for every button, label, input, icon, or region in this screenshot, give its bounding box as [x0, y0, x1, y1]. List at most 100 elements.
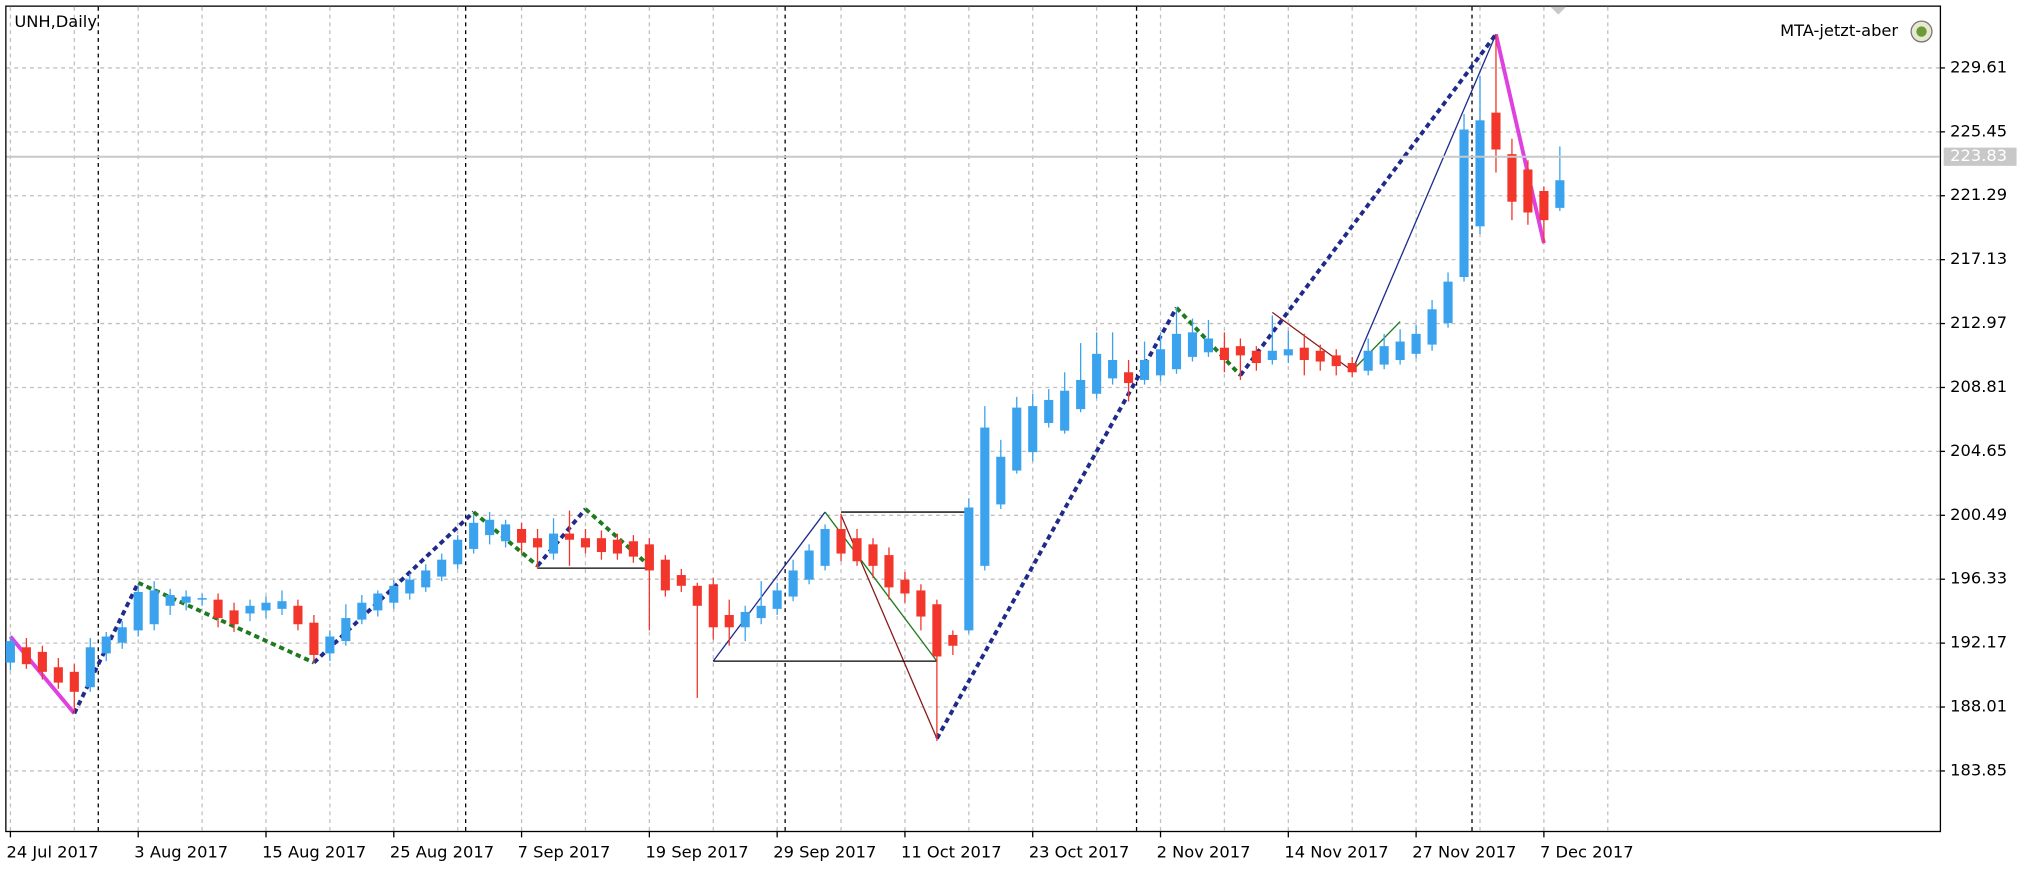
candle-body — [293, 605, 303, 625]
candle-body — [133, 591, 143, 631]
bid-label: 223.83 — [1950, 146, 2007, 165]
candle-body — [692, 585, 702, 606]
candle-body — [1044, 399, 1054, 423]
candle-body — [117, 627, 127, 643]
x-tick-label: 3 Aug 2017 — [134, 842, 228, 861]
candle-body — [532, 538, 543, 548]
y-tick-label: 204.65 — [1950, 441, 2007, 460]
candle-body — [1363, 350, 1373, 371]
candle-body — [437, 559, 447, 577]
candle-body — [85, 647, 95, 688]
candles — [5, 34, 1565, 741]
candle-body — [612, 539, 622, 554]
overlay-line — [72, 581, 140, 715]
overlay-line — [584, 507, 651, 568]
x-tick-label: 14 Nov 2017 — [1284, 842, 1388, 861]
y-tick-label: 229.61 — [1950, 57, 2007, 76]
candle-body — [996, 456, 1006, 505]
candle-body — [1475, 120, 1485, 227]
y-tick-label: 200.49 — [1950, 505, 2007, 524]
x-tick-label: 27 Nov 2017 — [1412, 842, 1516, 861]
candle-body — [357, 602, 367, 620]
candle-body — [1555, 180, 1565, 208]
candle-body — [69, 671, 79, 692]
x-tick-label: 25 Aug 2017 — [390, 842, 494, 861]
candle-body — [1203, 338, 1213, 353]
candle-body — [21, 647, 31, 665]
y-tick-label: 208.81 — [1950, 377, 2007, 396]
grid — [6, 6, 1940, 831]
candle-body — [149, 590, 159, 625]
plot-frame — [5, 5, 1942, 833]
y-tick-label: 183.85 — [1950, 760, 2007, 779]
candle-body — [1076, 379, 1086, 410]
candle-body — [421, 570, 431, 588]
candle-body — [724, 615, 734, 628]
candle-body — [964, 507, 974, 631]
candle-body — [852, 538, 862, 562]
candle-body — [756, 605, 766, 619]
x-tick-label: 11 Oct 2017 — [901, 842, 1002, 861]
candle-body — [1299, 347, 1309, 360]
candle-body — [165, 595, 175, 606]
overlay-line — [712, 511, 826, 662]
overlay-line — [1351, 34, 1497, 371]
x-tick-label: 24 Jul 2017 — [7, 842, 99, 861]
y-tick-label: 221.29 — [1950, 185, 2007, 204]
candle-body — [820, 528, 830, 566]
candle-body — [517, 528, 527, 543]
candle-body — [916, 590, 926, 617]
candle-body — [229, 610, 239, 625]
candle-body — [660, 559, 670, 591]
axes: 183.85 188.01 192.17 196.33 200.49 204.65 208.… — [6, 57, 2017, 861]
candle-body — [1459, 129, 1469, 278]
candle-body — [804, 550, 814, 580]
candle-body — [1411, 333, 1421, 354]
y-tick-label: 188.01 — [1950, 697, 2007, 716]
candle-body — [1379, 346, 1389, 365]
candle-body — [1155, 349, 1166, 376]
candle-body — [1539, 190, 1549, 221]
candle-body — [740, 611, 750, 628]
candle-body — [644, 544, 654, 571]
candle-body — [197, 598, 207, 600]
candle-body — [596, 538, 606, 553]
candle-body — [453, 539, 463, 565]
candle-body — [389, 585, 399, 603]
y-tick-label: 196.33 — [1950, 569, 2007, 588]
candle-body — [836, 528, 846, 554]
x-tick-label: 19 Sep 2017 — [645, 842, 748, 861]
candle-body — [1187, 332, 1198, 357]
overlay-line — [1238, 33, 1498, 377]
candle-body — [1395, 341, 1405, 360]
candle-body — [245, 605, 255, 614]
candle-body — [1171, 333, 1182, 370]
y-tick-label: 192.17 — [1950, 633, 2007, 652]
candle-body — [900, 579, 910, 594]
candle-body — [1108, 359, 1118, 379]
candle-body — [580, 538, 591, 548]
candle-body — [53, 667, 63, 683]
candle-body — [676, 575, 686, 586]
chart-title: UNH,Daily — [14, 12, 97, 31]
candle-body — [405, 579, 415, 594]
candle-body — [325, 636, 335, 654]
candle-body — [1331, 355, 1341, 367]
candle-body — [1235, 346, 1245, 356]
candle-body — [1060, 390, 1070, 431]
x-tick-label: 29 Sep 2017 — [773, 842, 876, 861]
candle-body — [1283, 349, 1293, 356]
x-tick-label: 7 Dec 2017 — [1540, 842, 1634, 861]
x-tick-label: 15 Aug 2017 — [262, 842, 366, 861]
candle-body — [1491, 112, 1501, 150]
candle-body — [1443, 281, 1453, 324]
candle-body — [37, 651, 47, 672]
indicator-name: MTA-jetzt-aber — [1780, 21, 1898, 40]
y-tick-label: 225.45 — [1950, 121, 2007, 140]
x-tick-label: 2 Nov 2017 — [1157, 842, 1251, 861]
candle-body — [485, 519, 495, 536]
overlay-line — [472, 510, 539, 568]
candle-body — [1251, 350, 1261, 364]
